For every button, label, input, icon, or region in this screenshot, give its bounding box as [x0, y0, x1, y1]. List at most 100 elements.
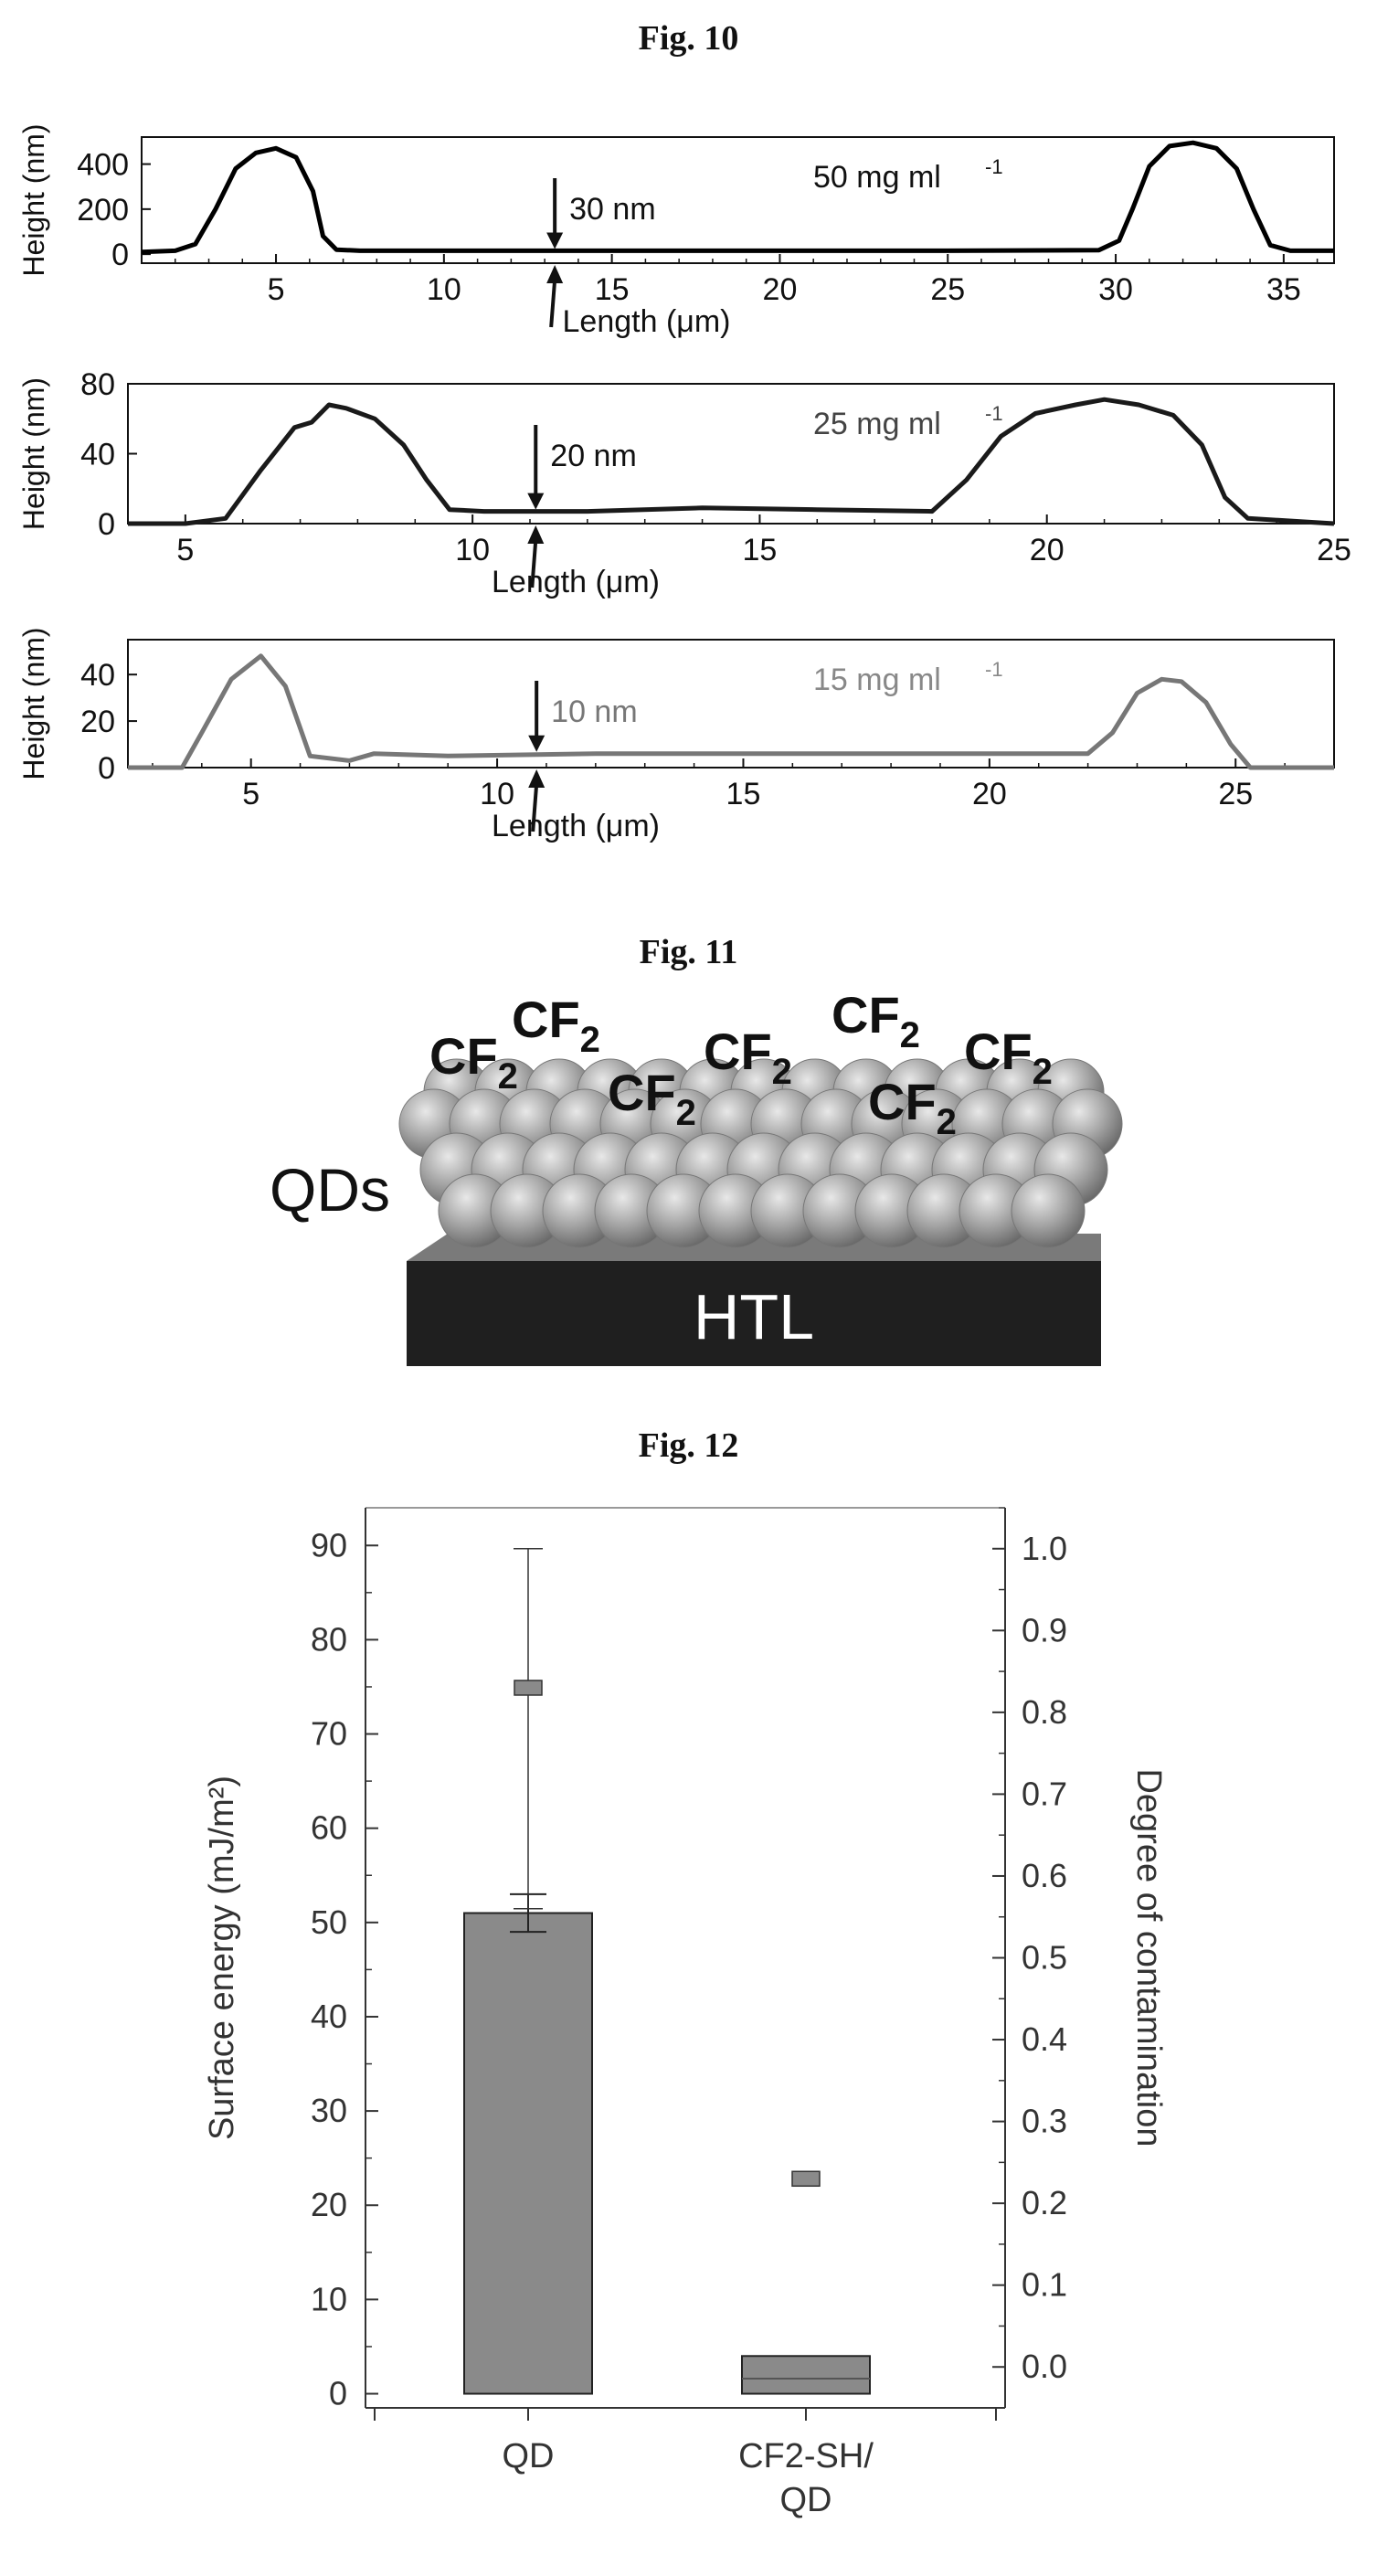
cf2-ligand-label: CF2: [608, 1064, 696, 1133]
y-tick-label: 30: [311, 2092, 347, 2129]
x-tick-label: 10: [480, 777, 514, 811]
thickness-arrow-up: [530, 539, 538, 588]
quantum-dot: [1011, 1173, 1086, 1248]
y-axis-label: Surface energy (mJ/m²): [203, 1776, 241, 2140]
y2-tick-label: 0.2: [1022, 2184, 1067, 2221]
x-axis-label: Length (μm): [492, 809, 660, 843]
x-tick-label: 20: [972, 777, 1007, 811]
profile-line: [141, 140, 1334, 255]
x-tick-label: 25: [1218, 777, 1253, 811]
profile-line: [128, 397, 1335, 526]
fig12-title: Fig. 12: [638, 1426, 739, 1465]
contamination-marker: [791, 2170, 821, 2188]
x-tick-label: 20: [763, 272, 798, 307]
arrow-head-down: [546, 232, 564, 249]
y-tick-label: 400: [77, 148, 129, 183]
concentration-exponent: -1: [985, 658, 1003, 681]
y-tick-label: 200: [77, 193, 129, 228]
plot-frame: [127, 383, 1335, 525]
cf2-ligand-label: CF2: [429, 1027, 518, 1097]
category-label: QD: [780, 2481, 832, 2519]
y2-tick-label: 0.7: [1022, 1775, 1067, 1812]
concentration-label: 15 mg ml: [813, 663, 941, 697]
y2-tick-label: 0.6: [1022, 1857, 1067, 1894]
y-tick-label: 0: [111, 238, 129, 272]
htl-label: HTL: [694, 1281, 814, 1352]
fig11-title: Fig. 11: [639, 933, 738, 971]
cf2-ligand-label: CF2: [868, 1073, 957, 1142]
cf2-ligand-label: CF2: [964, 1023, 1053, 1092]
x-axis-label: Length (μm): [492, 565, 660, 599]
y2-tick-label: 0.4: [1022, 2020, 1067, 2058]
y2-axis-label: Degree of contamination: [1129, 1768, 1168, 2147]
concentration-label: 25 mg ml: [813, 407, 941, 441]
y-axis-label: Height (nm): [17, 123, 50, 276]
y2-tick-label: 0.0: [1022, 2348, 1067, 2385]
y-tick-label: 50: [311, 1903, 347, 1941]
qds-label: QDs: [270, 1156, 390, 1224]
x-tick-label: 15: [743, 533, 778, 567]
y-axis-label: Height (nm): [17, 627, 50, 779]
y-tick-label: 40: [311, 1998, 347, 2035]
y-tick-label: 60: [311, 1809, 347, 1847]
arrow-head-up: [528, 769, 546, 788]
x-tick-label: 10: [427, 272, 461, 307]
concentration-label: 50 mg ml: [813, 160, 941, 195]
surface-energy-bar: [463, 1912, 593, 2395]
y-tick-label: 40: [80, 438, 115, 472]
category-label: CF2-SH/: [738, 2437, 874, 2475]
htl-layer: [407, 1261, 1101, 1366]
contamination-marker: [514, 1680, 543, 1696]
category-label: QD: [503, 2437, 555, 2475]
x-tick-label: 25: [1317, 533, 1351, 567]
x-tick-label: 15: [595, 272, 630, 307]
x-tick-label: 15: [726, 777, 761, 811]
fig12-bar-chart: 0 10 20 30 40 50 60 70 80 90 0.0 0.1 0.2 0.3 0.4 0.5 0.6…: [203, 1507, 1168, 2519]
x-tick-label: 25: [930, 272, 965, 307]
y-tick-label: 0: [329, 2375, 347, 2412]
x-tick-label: 5: [242, 777, 260, 811]
arrow-head-up: [546, 265, 564, 283]
y-tick-label: 20: [311, 2186, 347, 2223]
arrow-head-down: [528, 735, 546, 752]
thickness-label: 30 nm: [569, 192, 656, 227]
x-tick-label: 10: [455, 533, 490, 567]
y-tick-label: 70: [311, 1715, 347, 1753]
y-tick-label: 0: [98, 751, 115, 786]
y-tick-label: 0: [98, 507, 115, 542]
cf2-ligand-label: CF2: [704, 1023, 792, 1092]
y-tick-label: 90: [311, 1526, 347, 1564]
y-axis-label: Height (nm): [17, 377, 50, 530]
y2-tick-label: 0.5: [1022, 1939, 1067, 1977]
x-tick-label: 30: [1098, 272, 1133, 307]
fig10-title: Fig. 10: [638, 19, 739, 58]
surface-energy-bar: [741, 2355, 871, 2395]
y2-tick-label: 0.9: [1022, 1611, 1067, 1648]
cf2-ligand-label: CF2: [831, 986, 920, 1055]
y2-tick-label: 1.0: [1022, 1530, 1067, 1567]
x-axis-label: Length (μm): [563, 304, 731, 339]
x-tick-label: 5: [176, 533, 194, 567]
y-tick-label: 80: [311, 1620, 347, 1658]
y-tick-label: 10: [311, 2280, 347, 2317]
y2-tick-label: 0.1: [1022, 2266, 1067, 2304]
x-tick-label: 20: [1030, 533, 1065, 567]
fig10-panel-50mg: 5 10 15 20 25 30 35 0 200 400 Length (μm) Height (n…: [17, 123, 1335, 339]
y-tick-label: 20: [80, 705, 115, 739]
thickness-arrow-up: [549, 279, 557, 328]
thickness-label: 20 nm: [550, 439, 637, 473]
cf2-ligand-label: CF2: [512, 991, 600, 1060]
thickness-label: 10 nm: [551, 694, 638, 729]
profile-line: [128, 653, 1334, 770]
plot-frame: [127, 639, 1335, 769]
arrow-head-up: [527, 525, 545, 544]
concentration-exponent: -1: [985, 402, 1003, 425]
y2-tick-label: 0.8: [1022, 1693, 1067, 1731]
thickness-arrow-up: [531, 783, 539, 832]
plot-frame: [141, 136, 1335, 264]
fig10-panel-15mg: 5 10 15 20 25 0 20 40 Length (μm) Height (nm) 10 n…: [17, 627, 1335, 843]
y-tick-label: 40: [80, 658, 115, 693]
x-tick-label: 35: [1266, 272, 1301, 307]
fig10-panel-25mg: 5 10 15 20 25 0 40 80 Length (μm) Height (nm) 20 n…: [17, 367, 1351, 599]
